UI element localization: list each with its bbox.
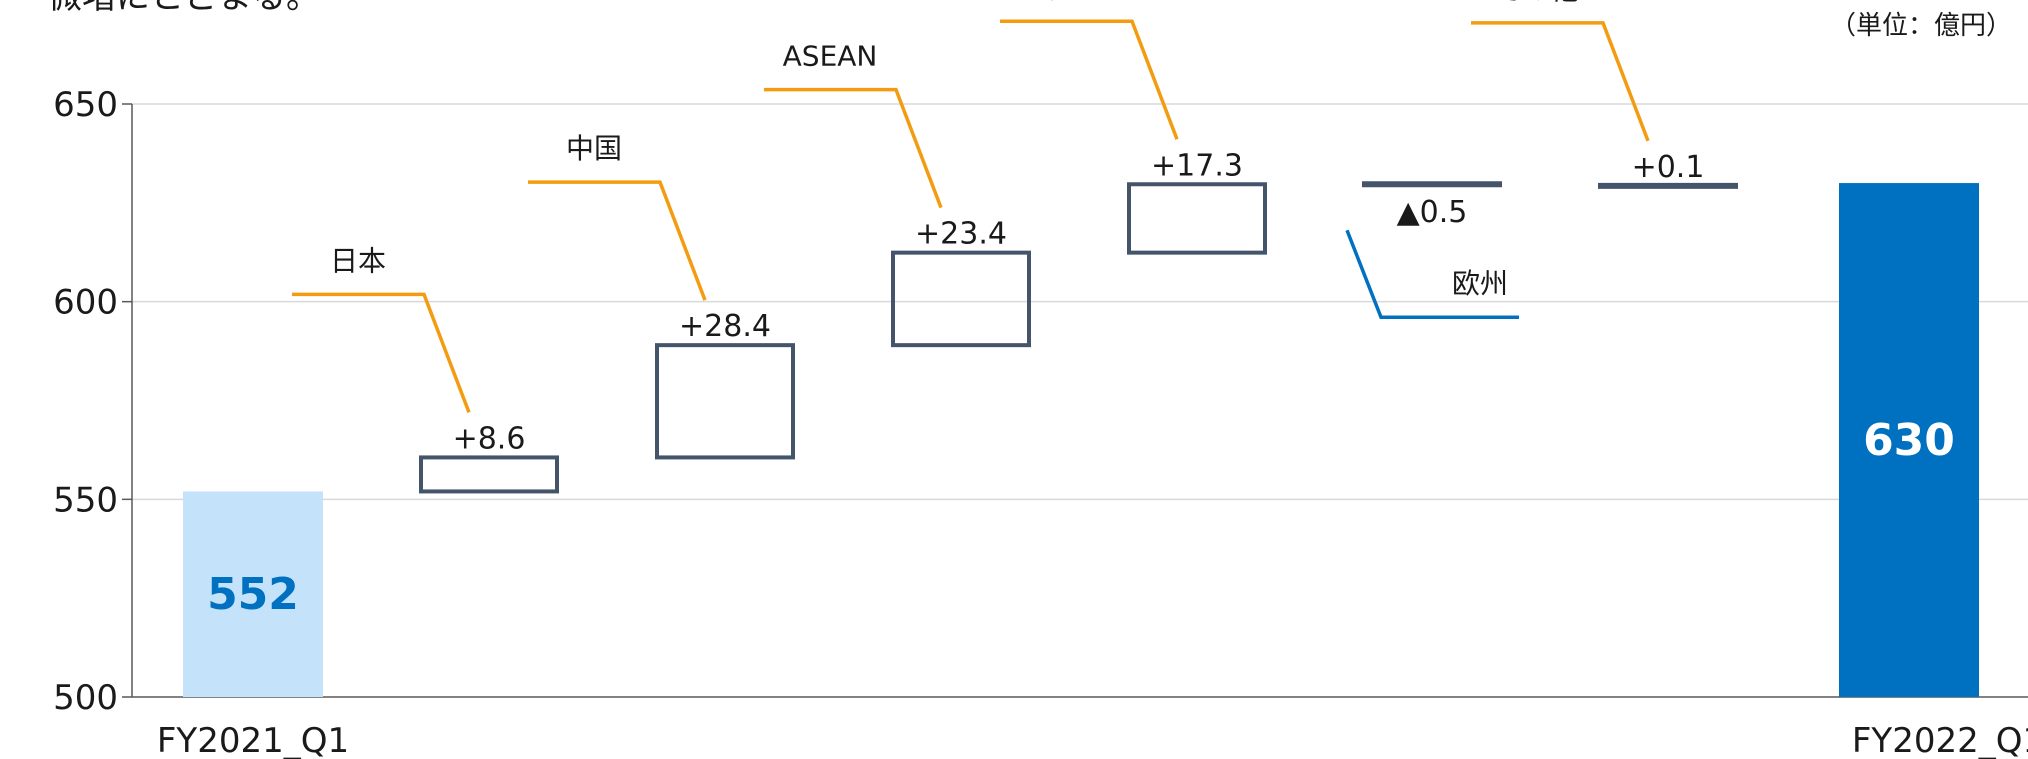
step-box — [891, 250, 1031, 348]
callout-leader — [1000, 19, 1179, 140]
step-delta-label: +17.3 — [1151, 148, 1243, 183]
region-label: 中国 — [566, 132, 622, 165]
start-bar — [183, 491, 323, 697]
unit-label: （単位：億円） — [1830, 11, 2012, 41]
region-label: 日本 — [330, 244, 386, 277]
callout-leader — [528, 180, 707, 301]
region-label: その他 — [1495, 0, 1579, 6]
grid-layer: 500 550 600 650 — [53, 85, 2028, 718]
y-tick-label: 600 — [53, 283, 118, 323]
step-box — [1127, 182, 1267, 255]
step-delta-label: +28.4 — [679, 309, 771, 344]
callout-leader — [292, 292, 471, 414]
y-tick-label: 550 — [53, 480, 118, 520]
start-bar-value: 552 — [207, 569, 299, 620]
end-bar — [1839, 183, 1979, 698]
labels-layer: 552 FY2021_Q1 630 FY2022_Q1 +8.6 日本 +28.4 中国 +23… — [157, 0, 2028, 759]
step-delta-label: +23.4 — [915, 217, 1007, 252]
region-label: ASEAN — [783, 40, 878, 73]
x-category-start: FY2021_Q1 — [157, 721, 349, 759]
y-tick-label: 650 — [53, 85, 118, 125]
callout-leader — [1471, 21, 1650, 142]
callout-leader — [764, 87, 943, 209]
step-delta-label: +8.6 — [453, 421, 526, 456]
region-label: 米州 — [1038, 0, 1094, 4]
callout-leader — [1345, 229, 1519, 319]
step-delta-label: ▲0.5 — [1397, 195, 1468, 230]
callouts-layer — [292, 19, 1650, 414]
step-delta-label: +0.1 — [1632, 150, 1705, 185]
heading-fragment: 微増にとどまる。 — [48, 0, 320, 17]
region-label: 欧州 — [1452, 267, 1508, 300]
x-category-end: FY2022_Q1 — [1852, 721, 2028, 759]
step-box — [655, 343, 795, 460]
bars-layer — [183, 181, 1979, 698]
end-bar-value: 630 — [1863, 415, 1955, 466]
step-box — [419, 455, 559, 494]
y-tick-label: 500 — [53, 678, 118, 718]
